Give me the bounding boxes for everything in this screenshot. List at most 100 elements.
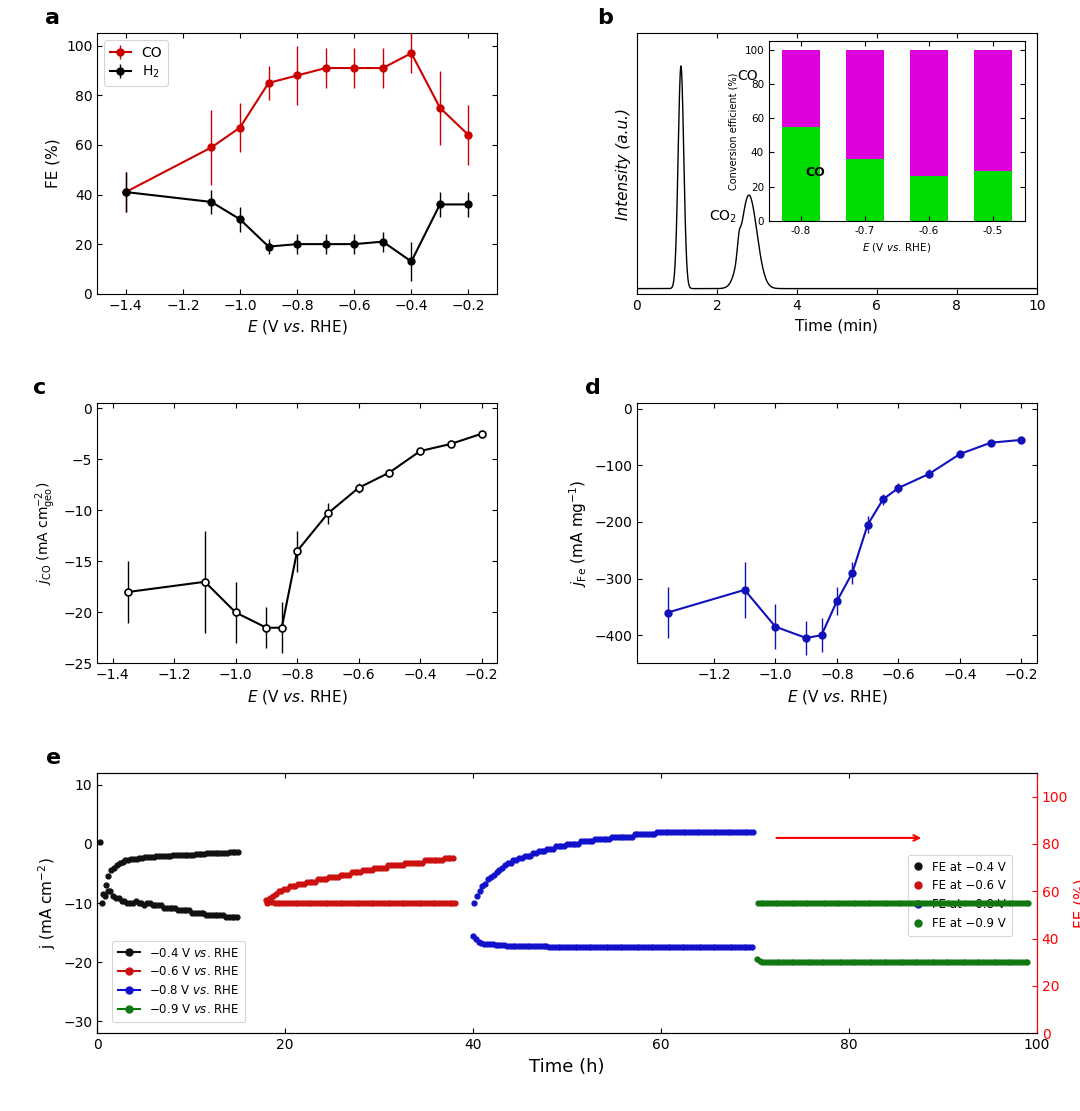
Point — [773, 953, 791, 971]
Point — [229, 842, 246, 860]
Point — [315, 871, 333, 889]
Point — [309, 894, 326, 912]
Point — [502, 854, 519, 872]
Point — [178, 901, 195, 919]
Point — [119, 894, 136, 912]
Point — [930, 894, 947, 912]
Point — [300, 894, 318, 912]
Point — [904, 894, 921, 912]
Point — [819, 953, 836, 971]
Point — [275, 880, 293, 898]
Point — [179, 845, 197, 863]
Point — [464, 927, 482, 944]
Point — [136, 897, 153, 914]
Point — [210, 844, 227, 862]
Point — [427, 894, 444, 912]
Point — [332, 865, 349, 883]
Point — [945, 953, 962, 971]
Point — [974, 894, 991, 912]
Point — [660, 823, 677, 841]
Point — [934, 953, 951, 971]
Point — [93, 894, 110, 912]
Point — [436, 849, 454, 867]
Point — [136, 849, 153, 867]
Point — [125, 850, 143, 868]
Point — [848, 894, 865, 912]
Point — [94, 885, 111, 903]
Point — [586, 830, 604, 848]
Point — [445, 849, 462, 867]
Point — [729, 939, 746, 957]
Point — [156, 899, 173, 917]
Point — [281, 878, 298, 895]
Point — [105, 887, 122, 904]
Point — [116, 892, 133, 910]
Point — [834, 894, 851, 912]
Point — [778, 894, 795, 912]
Point — [307, 873, 324, 891]
Point — [189, 903, 206, 921]
Point — [382, 857, 400, 874]
Point — [637, 825, 654, 843]
Point — [718, 939, 735, 957]
Point — [873, 953, 890, 971]
Point — [396, 854, 414, 872]
Point — [944, 894, 961, 912]
Point — [595, 830, 612, 848]
Point — [988, 894, 1005, 912]
Point — [733, 823, 751, 841]
Y-axis label: j (mA cm$^{-2}$): j (mA cm$^{-2}$) — [36, 858, 57, 949]
Point — [279, 880, 296, 898]
Point — [1000, 894, 1017, 912]
Point — [444, 894, 461, 912]
Point — [728, 823, 745, 841]
Point — [567, 835, 584, 853]
Point — [917, 953, 934, 971]
Point — [861, 953, 878, 971]
Point — [159, 847, 176, 864]
Point — [400, 854, 417, 872]
Point — [166, 899, 184, 917]
Point — [295, 875, 312, 893]
Point — [106, 859, 123, 877]
Point — [264, 893, 281, 911]
Point — [287, 878, 305, 895]
Point — [980, 953, 997, 971]
Point — [777, 953, 794, 971]
Point — [278, 894, 295, 912]
Point — [839, 894, 856, 912]
Point — [195, 845, 213, 863]
Point — [391, 857, 408, 874]
Point — [99, 868, 117, 885]
Point — [366, 859, 383, 877]
Point — [120, 851, 137, 869]
Point — [564, 835, 581, 853]
Point — [771, 894, 788, 912]
Legend: CO, H$_2$: CO, H$_2$ — [104, 40, 167, 86]
Point — [293, 875, 310, 893]
Point — [702, 823, 719, 841]
Point — [122, 850, 139, 868]
Point — [360, 861, 377, 879]
Point — [430, 894, 447, 912]
Point — [631, 939, 648, 957]
Point — [725, 823, 742, 841]
Point — [473, 934, 490, 952]
Point — [625, 939, 643, 957]
Point — [656, 939, 673, 957]
Point — [674, 823, 691, 841]
Point — [903, 953, 920, 971]
Point — [913, 894, 930, 912]
Point — [187, 845, 204, 863]
Point — [768, 953, 785, 971]
Point — [687, 939, 704, 957]
Point — [381, 894, 399, 912]
Point — [311, 894, 328, 912]
Point — [856, 894, 874, 912]
Point — [143, 848, 160, 865]
Point — [620, 828, 637, 845]
Point — [561, 938, 578, 955]
Point — [808, 953, 825, 971]
Point — [215, 905, 232, 923]
Point — [730, 823, 747, 841]
